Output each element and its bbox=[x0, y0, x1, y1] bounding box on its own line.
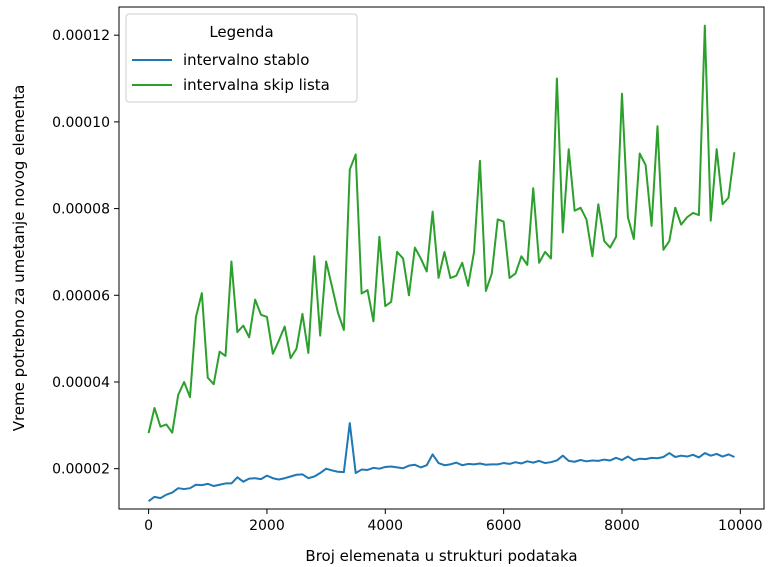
legend: Legenda intervalno stablo intervalna ski… bbox=[125, 13, 358, 103]
y-tick-label: 0.00006 bbox=[52, 288, 110, 304]
series-line-intervalno-stablo bbox=[147, 422, 735, 503]
x-axis-label: Broj elemenata u strukturi podataka bbox=[305, 547, 577, 565]
legend-label-intervalno-stablo: intervalno stablo bbox=[183, 51, 309, 69]
y-tick-label: 0.00008 bbox=[52, 202, 110, 218]
y-tick-label: 0.00010 bbox=[52, 115, 110, 131]
y-axis: 0.00002 0.00004 0.00006 0.00008 0.00010 0.000… bbox=[52, 28, 119, 478]
y-tick-label: 0.00004 bbox=[52, 375, 110, 391]
series-line-intervalna-skip-lista bbox=[147, 24, 736, 434]
x-tick-label: 10000 bbox=[718, 518, 763, 534]
x-tick-label: 6000 bbox=[486, 518, 522, 534]
legend-title: Legenda bbox=[209, 23, 273, 41]
legend-box bbox=[125, 13, 358, 103]
y-axis-label: Vreme potrebno za umetanje novog element… bbox=[10, 85, 28, 432]
x-tick-label: 4000 bbox=[367, 518, 403, 534]
series-layer bbox=[147, 24, 736, 503]
y-tick-label: 0.00002 bbox=[52, 462, 110, 478]
x-tick-label: 2000 bbox=[249, 518, 285, 534]
x-axis: 0 2000 4000 6000 8000 10000 bbox=[144, 509, 763, 534]
y-tick-label: 0.00012 bbox=[52, 28, 110, 44]
x-tick-label: 0 bbox=[144, 518, 153, 534]
legend-label-intervalna-skip-lista: intervalna skip lista bbox=[183, 76, 330, 94]
plot-frame bbox=[118, 6, 765, 510]
x-tick-label: 8000 bbox=[604, 518, 640, 534]
